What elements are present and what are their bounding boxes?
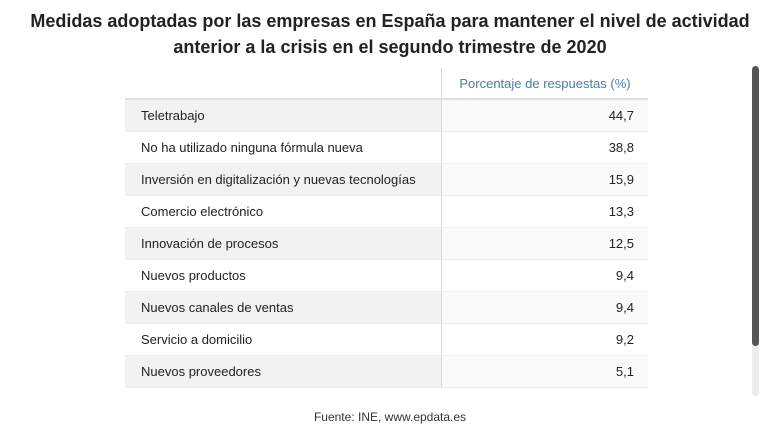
row-value: 9,4 bbox=[441, 292, 648, 323]
row-value: 9,4 bbox=[441, 260, 648, 291]
row-label: No ha utilizado ninguna fórmula nueva bbox=[141, 140, 363, 155]
header-empty bbox=[125, 68, 441, 98]
row-value: 38,8 bbox=[441, 132, 648, 163]
table-row: Servicio a domicilio 9,2 bbox=[125, 324, 648, 356]
table-row: Inversión en digitalización y nuevas tec… bbox=[125, 164, 648, 196]
row-label: Comercio electrónico bbox=[141, 204, 264, 219]
row-label: Innovación de procesos bbox=[141, 236, 279, 251]
column-header: Porcentaje de respuestas (%) bbox=[441, 68, 648, 98]
row-value: 9,2 bbox=[441, 324, 648, 355]
title: Medidas adoptadas por las empresas en Es… bbox=[30, 11, 750, 57]
table-row: Nuevos proveedores 5,1 bbox=[125, 356, 648, 388]
table-row: Comercio electrónico 13,3 bbox=[125, 196, 648, 228]
row-value: 44,7 bbox=[441, 100, 648, 131]
row-value: 12,5 bbox=[441, 228, 648, 259]
table-row: No ha utilizado ninguna fórmula nueva 38,… bbox=[125, 132, 648, 164]
scrollbar-thumb[interactable] bbox=[752, 66, 759, 346]
row-label: Servicio a domicilio bbox=[141, 332, 253, 347]
row-label: Teletrabajo bbox=[141, 108, 205, 123]
table: Porcentaje de respuestas (%) Teletrabajo… bbox=[125, 68, 648, 394]
source: Fuente: INE, www.epdata.es bbox=[313, 410, 467, 424]
row-value: 5,1 bbox=[441, 356, 648, 387]
row-value: 13,3 bbox=[441, 196, 648, 227]
row-label: Inversión en digitalización y nuevas tec… bbox=[141, 172, 416, 187]
table-header: Porcentaje de respuestas (%) bbox=[125, 68, 648, 100]
row-label: Nuevos canales de ventas bbox=[141, 300, 294, 315]
row-label: Nuevos productos bbox=[141, 268, 246, 283]
row-value: 15,9 bbox=[441, 164, 648, 195]
table-row: Nuevos canales de ventas 9,4 bbox=[125, 292, 648, 324]
table-row: Teletrabajo 44,7 bbox=[125, 100, 648, 132]
table-row: Nuevos productos 9,4 bbox=[125, 260, 648, 292]
table-row: Innovación de procesos 12,5 bbox=[125, 228, 648, 260]
row-label: Nuevos proveedores bbox=[141, 364, 261, 379]
